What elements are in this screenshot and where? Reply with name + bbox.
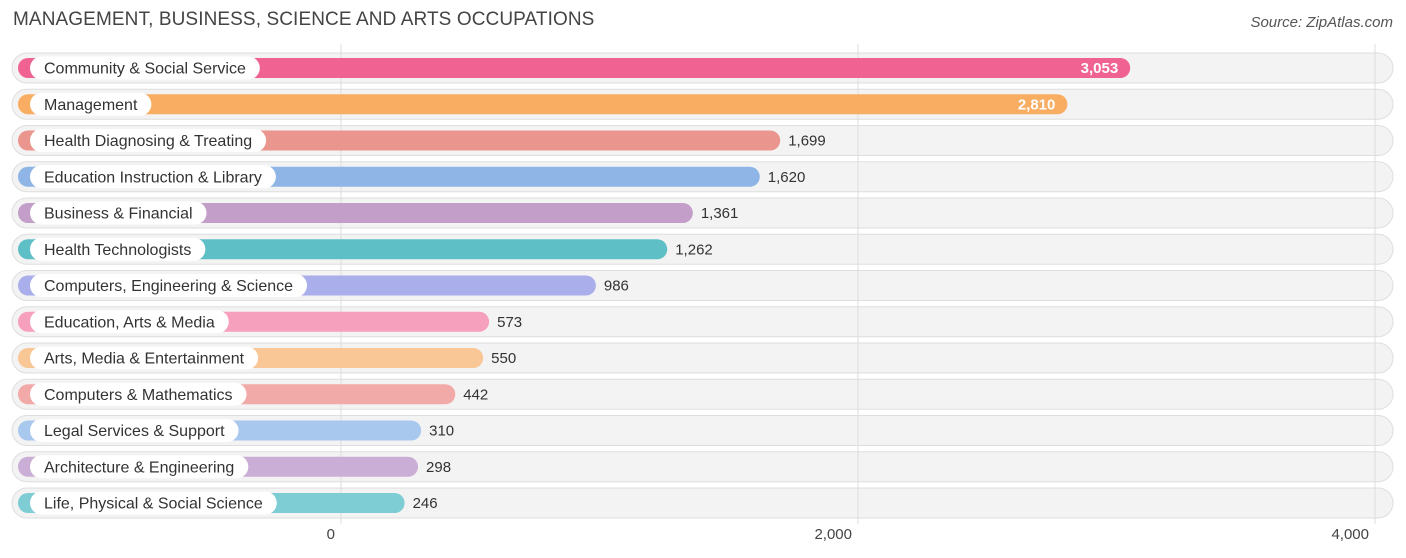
category-label: Health Technologists <box>44 242 191 259</box>
value-label: 1,620 <box>768 169 806 186</box>
tick-label: 4,000 <box>1331 526 1369 543</box>
value-label: 1,262 <box>675 241 713 258</box>
value-label: 1,361 <box>701 205 739 222</box>
value-label: 1,699 <box>788 133 826 150</box>
category-label-pill <box>30 274 308 297</box>
source-label: Source: ZipAtlas.com <box>1250 14 1393 31</box>
category-label-pill <box>30 92 152 116</box>
value-label: 246 <box>413 495 438 512</box>
value-label: 573 <box>497 314 522 331</box>
category-label-pill <box>30 237 206 261</box>
category-label: Business & Financial <box>44 206 193 223</box>
category-label: Community & Social Service <box>44 61 246 78</box>
value-label: 310 <box>429 423 454 440</box>
tick-label: 2,000 <box>814 526 852 543</box>
bar <box>18 94 1068 115</box>
category-label: Life, Physical & Social Science <box>44 496 263 513</box>
category-label: Computers, Engineering & Science <box>44 278 293 295</box>
category-label-pill <box>30 129 267 152</box>
category-label: Health Diagnosing & Treating <box>44 133 252 150</box>
category-label: Computers & Mathematics <box>44 387 233 404</box>
value-label: 550 <box>491 350 516 367</box>
category-label: Education Instruction & Library <box>44 169 262 186</box>
value-label: 298 <box>426 459 451 476</box>
category-label-pill <box>30 165 276 189</box>
category-label-pill <box>30 455 249 479</box>
category-label: Architecture & Engineering <box>44 459 234 476</box>
tick-label: 0 <box>327 526 335 543</box>
bar <box>18 58 1131 78</box>
category-label-pill <box>30 419 239 442</box>
category-label: Legal Services & Support <box>44 423 225 440</box>
value-label: 2,810 <box>1018 96 1056 113</box>
category-label: Management <box>44 97 138 114</box>
category-label-pill <box>30 491 277 515</box>
category-label: Arts, Media & Entertainment <box>44 351 245 368</box>
chart-title: MANAGEMENT, BUSINESS, SCIENCE AND ARTS O… <box>13 9 595 30</box>
value-label: 442 <box>463 386 488 403</box>
category-label-pill <box>30 56 260 80</box>
category-label-pill <box>30 346 259 370</box>
value-label: 986 <box>604 278 629 295</box>
category-label-pill <box>30 310 229 334</box>
category-label-pill <box>30 201 207 225</box>
category-label: Education, Arts & Media <box>44 314 215 331</box>
value-label: 3,053 <box>1081 60 1119 77</box>
category-label-pill <box>30 382 247 406</box>
